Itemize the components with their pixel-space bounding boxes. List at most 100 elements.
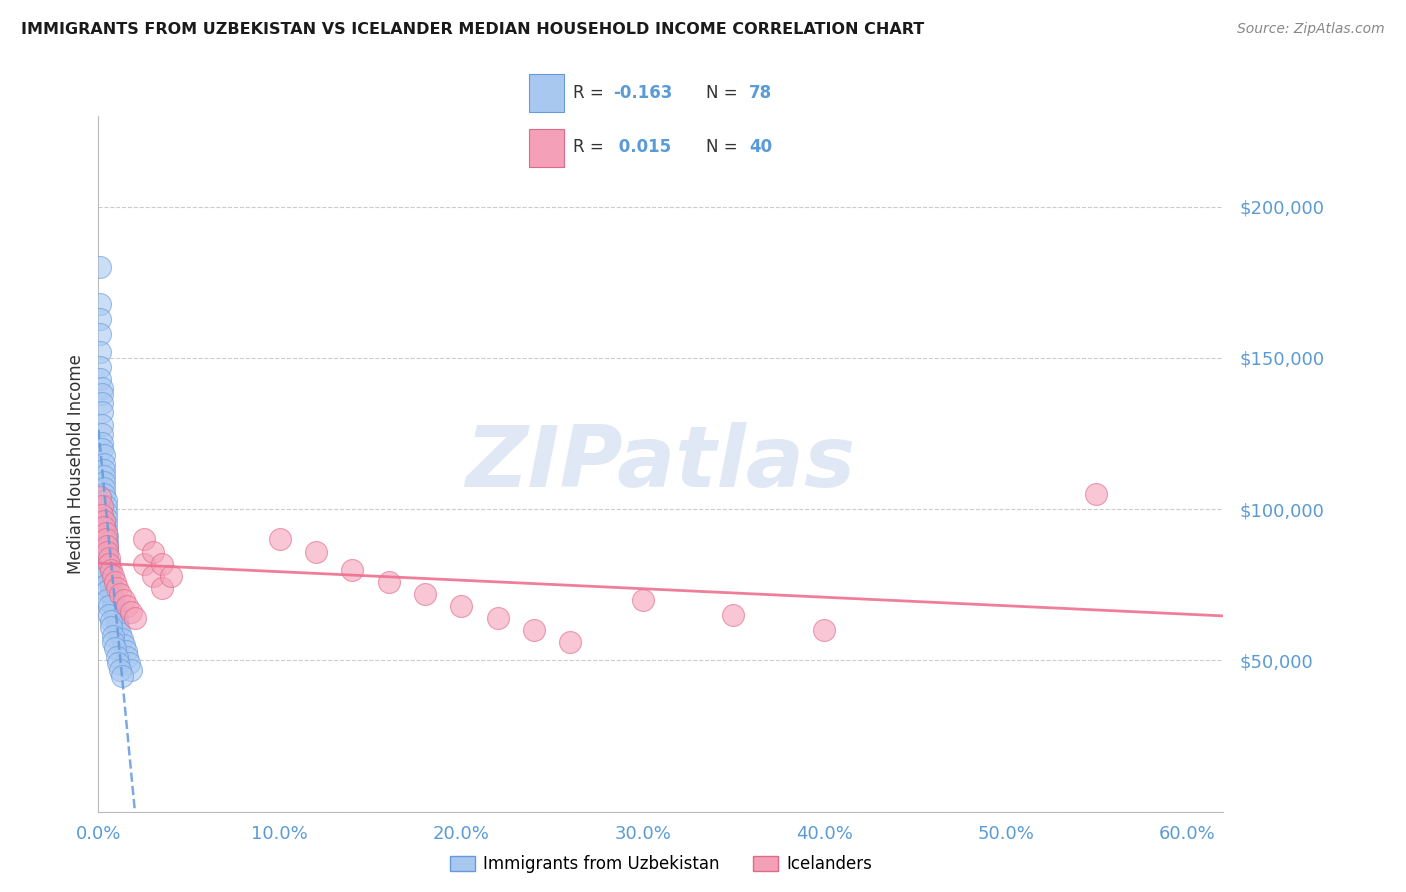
Point <box>94 524 117 538</box>
Point <box>342 563 364 577</box>
Point <box>132 557 155 571</box>
Point <box>91 417 114 432</box>
Point <box>100 574 122 589</box>
Point <box>98 557 121 571</box>
Point <box>108 587 131 601</box>
Point <box>150 581 173 595</box>
Point <box>94 493 117 508</box>
Point <box>101 635 124 649</box>
Point <box>150 557 173 571</box>
Text: R =: R = <box>572 138 609 156</box>
Point <box>91 381 114 395</box>
Point <box>100 620 122 634</box>
Point <box>94 533 117 547</box>
Point <box>377 574 399 589</box>
Point <box>104 608 127 623</box>
Point <box>96 593 118 607</box>
Point <box>96 550 118 565</box>
Point <box>105 611 128 625</box>
Text: R =: R = <box>572 84 609 102</box>
Point <box>91 396 114 410</box>
Point <box>114 644 136 658</box>
Point <box>89 514 111 528</box>
Point <box>486 611 509 625</box>
Point <box>96 583 118 598</box>
Point <box>120 605 142 619</box>
Point <box>100 614 122 628</box>
Point <box>107 657 129 671</box>
Point <box>120 663 142 677</box>
Point <box>124 611 146 625</box>
Point <box>813 624 835 638</box>
Point <box>96 539 118 553</box>
Point <box>91 426 114 441</box>
Point <box>723 608 745 623</box>
Point <box>450 599 472 613</box>
Point <box>101 568 124 582</box>
Point <box>93 448 115 462</box>
Point <box>91 508 114 523</box>
Point <box>112 638 135 652</box>
Point <box>91 499 114 513</box>
Point <box>105 581 128 595</box>
Point <box>96 544 118 558</box>
Point <box>89 296 111 310</box>
FancyBboxPatch shape <box>530 74 564 112</box>
Point <box>98 572 121 586</box>
Point <box>105 617 128 632</box>
Point <box>96 544 118 558</box>
Text: N =: N = <box>706 138 742 156</box>
Point <box>93 475 115 489</box>
Point <box>108 626 131 640</box>
Point <box>117 650 139 665</box>
Point <box>89 359 111 374</box>
Point <box>93 457 115 471</box>
Point <box>100 563 122 577</box>
Point <box>94 568 117 582</box>
Text: ZIPatlas: ZIPatlas <box>465 422 856 506</box>
Point <box>93 520 115 534</box>
Point <box>89 345 111 359</box>
Point <box>91 533 114 547</box>
Point <box>413 587 436 601</box>
Point <box>100 578 122 592</box>
Point <box>93 550 115 565</box>
Point <box>93 514 115 528</box>
Point <box>105 650 128 665</box>
Point <box>91 442 114 456</box>
Point <box>98 608 121 623</box>
Point <box>104 641 127 656</box>
Point <box>98 550 121 565</box>
Point <box>93 463 115 477</box>
Point <box>96 535 118 549</box>
Text: N =: N = <box>706 84 742 102</box>
Point <box>160 568 183 582</box>
FancyBboxPatch shape <box>530 128 564 167</box>
Point <box>94 505 117 519</box>
Text: Source: ZipAtlas.com: Source: ZipAtlas.com <box>1237 22 1385 37</box>
Point <box>98 563 121 577</box>
Point <box>96 529 118 543</box>
Point <box>631 593 654 607</box>
Point <box>117 599 139 613</box>
Point <box>107 620 129 634</box>
Point <box>98 557 121 571</box>
Point <box>91 387 114 401</box>
Point <box>93 487 115 501</box>
Point <box>94 511 117 525</box>
Point <box>101 590 124 604</box>
Point <box>132 533 155 547</box>
Point <box>89 326 111 341</box>
Point <box>142 544 165 558</box>
Point <box>89 311 111 326</box>
Text: 0.015: 0.015 <box>613 138 671 156</box>
Point <box>98 566 121 580</box>
Point <box>93 469 115 483</box>
Text: 78: 78 <box>749 84 772 102</box>
Point <box>94 499 117 513</box>
Point <box>101 629 124 643</box>
Point <box>111 668 134 682</box>
Point <box>96 539 118 553</box>
Point <box>89 260 111 275</box>
Point <box>269 533 291 547</box>
